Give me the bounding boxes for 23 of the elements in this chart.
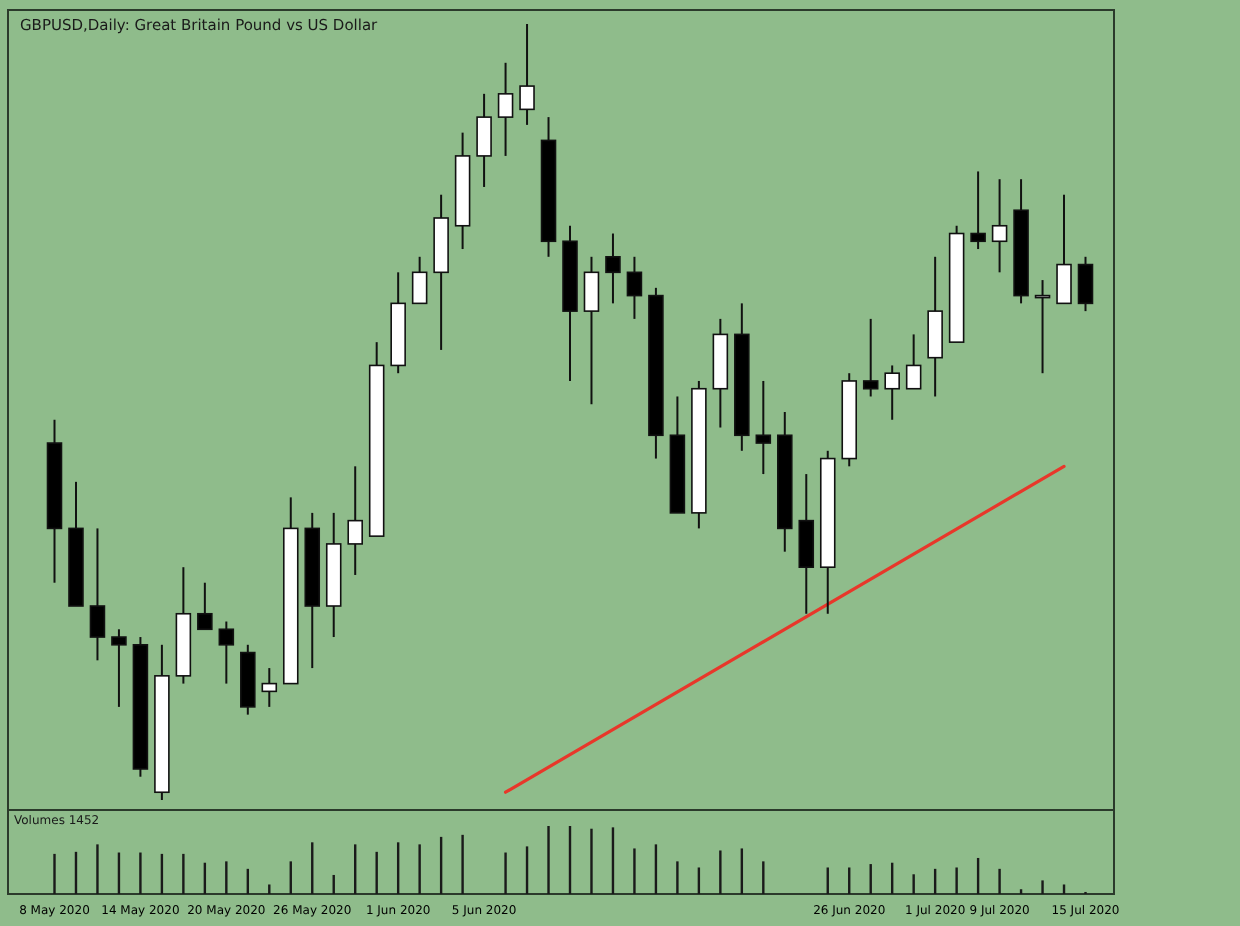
candlestick: [1077, 255, 1094, 313]
candlestick: [862, 317, 879, 398]
candlestick: [927, 255, 943, 398]
candlestick: [261, 667, 278, 708]
candlestick: [991, 178, 1008, 274]
candlestick: [476, 92, 492, 188]
candlestick: [798, 473, 815, 615]
candlestick: [218, 620, 235, 685]
candlestick: [755, 379, 772, 476]
candlestick: [905, 333, 922, 390]
candlestick: [605, 232, 621, 305]
candlestick: [89, 527, 106, 662]
candlestick: [970, 170, 986, 251]
candlestick: [197, 581, 213, 631]
candlestick: [347, 465, 363, 576]
candlestick: [111, 628, 127, 708]
candlestick: [497, 61, 514, 157]
candlestick: [411, 255, 428, 305]
candlestick: [519, 23, 535, 126]
candlestick: [626, 255, 643, 320]
candlestick: [583, 255, 600, 406]
candlestick: [1056, 193, 1072, 305]
candlestick: [884, 364, 900, 421]
